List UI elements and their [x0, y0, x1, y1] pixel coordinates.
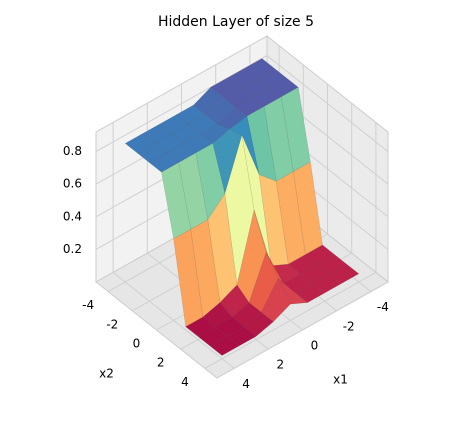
- chart-title: Hidden Layer of size 5: [158, 14, 314, 30]
- z-tick-label: 0.6: [63, 177, 82, 191]
- grid-line: [204, 271, 377, 369]
- x-tick-label: -2: [343, 319, 355, 333]
- x-axis-label: x1: [333, 373, 348, 387]
- z-tick-label: 0.4: [63, 209, 82, 223]
- y-tick-label: -2: [106, 317, 118, 331]
- z-tick-label: 0.2: [63, 242, 82, 256]
- grid-line: [266, 55, 389, 152]
- x-tick-label: -4: [377, 300, 389, 314]
- y-tick-label: -4: [82, 298, 94, 312]
- z-tick-label: 0.8: [63, 144, 82, 158]
- y-tick-label: 2: [157, 356, 165, 370]
- x-tick-label: 4: [242, 377, 250, 391]
- surface-cell: [209, 335, 240, 356]
- y-tick-label: 4: [181, 375, 189, 389]
- x-tick-label: 0: [311, 339, 319, 353]
- grid-line: [95, 55, 268, 153]
- y-tick-label: 0: [133, 337, 141, 351]
- x-tick-label: 2: [276, 358, 284, 372]
- y-axis-label: x2: [99, 367, 114, 381]
